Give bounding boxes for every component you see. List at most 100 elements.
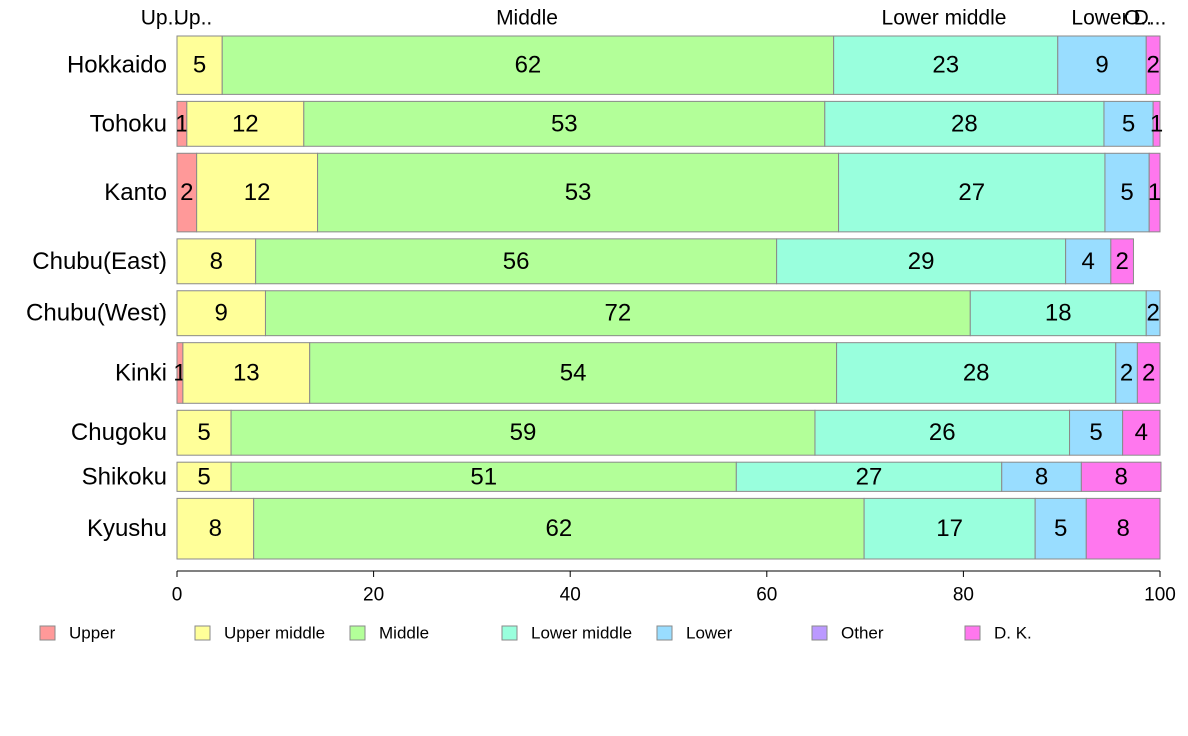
segment-kinki-d-k: [1136, 342, 1161, 404]
legend-swatch-upper: [39, 625, 56, 641]
segment-kinki-middle: [309, 342, 838, 404]
segment-shikoku-lower: [1001, 461, 1082, 492]
column-header-labels: Up..Up.. Middle Lower middle LowerO..D...: [141, 7, 1167, 30]
segment-value-hokkaido-lower-middle: 23: [932, 52, 959, 79]
bar-label-hokkaido: Hokkaido: [67, 52, 167, 79]
segment-value-kinki-lower-middle: 28: [963, 359, 990, 386]
segment-value-hokkaido-middle: 62: [515, 52, 542, 79]
segment-hokkaido-d-k: [1145, 35, 1161, 95]
segment-value-hokkaido-upper-middle: 5: [193, 52, 206, 79]
segment-value-chubu-west-lower: 2: [1146, 300, 1159, 327]
column-header-6: O..: [1124, 7, 1152, 30]
column-header-3: Middle: [496, 7, 558, 30]
segment-value-tohoku-middle: 53: [551, 110, 578, 137]
segment-kanto-upper-middle: [196, 152, 319, 233]
segment-value-tohoku-d-k: 1: [1150, 110, 1163, 137]
segment-value-kinki-lower: 2: [1120, 359, 1133, 386]
segment-value-tohoku-upper-middle: 12: [232, 110, 259, 137]
segment-chugoku-lower: [1069, 409, 1124, 456]
segment-value-kyushu-d-k: 8: [1116, 515, 1129, 542]
bar-label-chubu-west: Chubu(West): [26, 300, 167, 327]
legend-label-middle: Middle: [379, 624, 429, 643]
legend-swatch-lower-middle: [501, 625, 518, 641]
segment-value-kanto-upper: 2: [180, 179, 193, 206]
segment-value-chugoku-upper-middle: 5: [197, 419, 210, 446]
segment-value-kanto-upper-middle: 12: [244, 179, 271, 206]
bar-label-kyushu: Kyushu: [87, 515, 167, 542]
legend-label-upper-middle: Upper middle: [224, 624, 325, 643]
segment-value-chugoku-lower-middle: 26: [929, 419, 956, 446]
segment-chugoku-d-k: [1122, 409, 1161, 456]
segment-value-tohoku-lower-middle: 28: [951, 110, 978, 137]
legend-label-lower: Lower: [686, 624, 733, 643]
segment-value-chubu-east-lower-middle: 29: [908, 248, 935, 275]
segment-value-tohoku-lower: 5: [1122, 110, 1135, 137]
segment-value-kanto-lower: 5: [1120, 179, 1133, 206]
segment-kinki-lower-middle: [836, 342, 1117, 404]
segment-shikoku-upper-middle: [176, 461, 232, 492]
segment-tohoku-lower-middle: [824, 100, 1105, 147]
bar-label-chugoku: Chugoku: [71, 419, 167, 446]
legend-label-other: Other: [841, 624, 884, 643]
x-tick-label-100: 100: [1144, 585, 1176, 606]
legend-label-upper: Upper: [69, 624, 116, 643]
x-tick-label-20: 20: [363, 585, 384, 606]
bar-label-kinki: Kinki: [115, 359, 167, 386]
x-axis: 0 20 40 60 80 100: [172, 570, 1176, 606]
column-header-1: Up..: [141, 7, 180, 30]
segment-value-kyushu-lower-middle: 17: [936, 515, 963, 542]
segment-value-tohoku-upper: 1: [175, 110, 188, 137]
x-tick-label-80: 80: [953, 585, 974, 606]
column-header-7: D...: [1134, 7, 1167, 30]
segment-value-hokkaido-lower: 9: [1095, 52, 1108, 79]
segment-value-kyushu-lower: 5: [1054, 515, 1067, 542]
x-tick-label-60: 60: [756, 585, 777, 606]
bar-label-chubu-east: Chubu(East): [32, 248, 167, 275]
legend-swatch-d-k: [964, 625, 981, 641]
segment-kanto-d-k: [1148, 152, 1161, 233]
segment-value-chugoku-lower: 5: [1089, 419, 1102, 446]
x-tick-label-40: 40: [560, 585, 581, 606]
column-header-5: Lower: [1071, 7, 1128, 30]
segment-chubu-west-middle: [264, 290, 971, 337]
segment-value-shikoku-lower: 8: [1035, 463, 1048, 490]
legend-label-d-k: D. K.: [994, 624, 1032, 643]
legend-label-lower-middle: Lower middle: [531, 624, 632, 643]
segment-value-kinki-middle: 54: [560, 359, 587, 386]
segment-kanto-lower-middle: [838, 152, 1106, 233]
segment-value-shikoku-lower-middle: 27: [856, 463, 883, 490]
segment-value-kanto-lower-middle: 27: [958, 179, 985, 206]
segment-hokkaido-lower-middle: [833, 35, 1059, 95]
bar-label-shikoku: Shikoku: [82, 463, 167, 490]
segment-tohoku-middle: [303, 100, 826, 147]
segment-value-chubu-east-upper-middle: 8: [210, 248, 223, 275]
segment-kanto-lower: [1104, 152, 1150, 233]
segment-chubu-west-lower: [1145, 290, 1161, 337]
segment-value-chubu-east-lower: 4: [1082, 248, 1095, 275]
segment-value-chugoku-d-k: 4: [1135, 419, 1148, 446]
bar-label-kanto: Kanto: [104, 179, 167, 206]
column-header-2: Up..: [174, 7, 213, 30]
segment-hokkaido-upper-middle: [176, 35, 223, 95]
segment-value-chubu-west-lower-middle: 18: [1045, 300, 1072, 327]
segment-chugoku-upper-middle: [176, 409, 232, 456]
segment-value-kyushu-upper-middle: 8: [209, 515, 222, 542]
legend: Upper Upper middle Middle Lower middle Lower…: [39, 624, 1032, 643]
segment-value-chugoku-middle: 59: [510, 419, 537, 446]
segment-value-chubu-east-d-k: 2: [1115, 248, 1128, 275]
segment-hokkaido-lower: [1057, 35, 1147, 95]
segment-value-kanto-middle: 53: [565, 179, 592, 206]
segment-chubu-east-lower-middle: [776, 238, 1067, 285]
segment-chugoku-lower-middle: [814, 409, 1071, 456]
segment-value-chubu-west-upper-middle: 9: [215, 300, 228, 327]
segment-shikoku-middle: [230, 461, 737, 492]
segment-value-chubu-east-middle: 56: [503, 248, 530, 275]
segment-value-hokkaido-d-k: 2: [1146, 52, 1159, 79]
segment-value-kyushu-middle: 62: [546, 515, 573, 542]
segment-kanto-middle: [317, 152, 840, 233]
legend-swatch-other: [811, 625, 828, 641]
segment-chubu-east-d-k: [1110, 238, 1134, 285]
segment-kinki-upper-middle: [182, 342, 311, 404]
